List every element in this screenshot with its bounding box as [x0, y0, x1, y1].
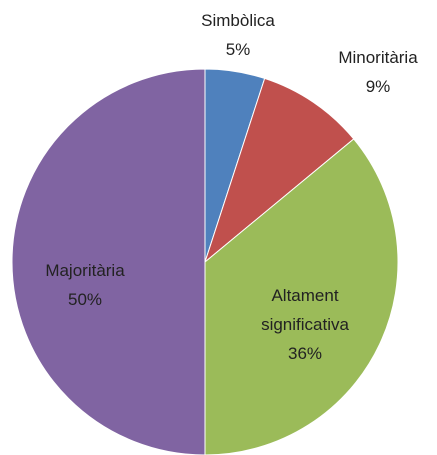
slice-label: Minoritària 9%: [313, 43, 437, 101]
value-label: 5%: [225, 40, 251, 59]
slice-label: Simbòlica 5%: [178, 6, 298, 64]
value-label: 36%: [287, 344, 323, 363]
value-label: 9%: [365, 77, 391, 96]
pie-slice: [204, 138, 399, 455]
value-label: 50%: [67, 290, 103, 309]
category-label: Majoritària: [45, 261, 125, 280]
pie-slice: [203, 77, 355, 264]
category-label: Altament significativa: [261, 286, 349, 334]
category-label: Simbòlica: [201, 11, 275, 30]
category-label: Minoritària: [338, 48, 418, 67]
pie-slice: [11, 68, 206, 455]
slice-label: Altament significativa 36%: [240, 281, 370, 368]
slice-label: Majoritària 50%: [25, 256, 145, 314]
